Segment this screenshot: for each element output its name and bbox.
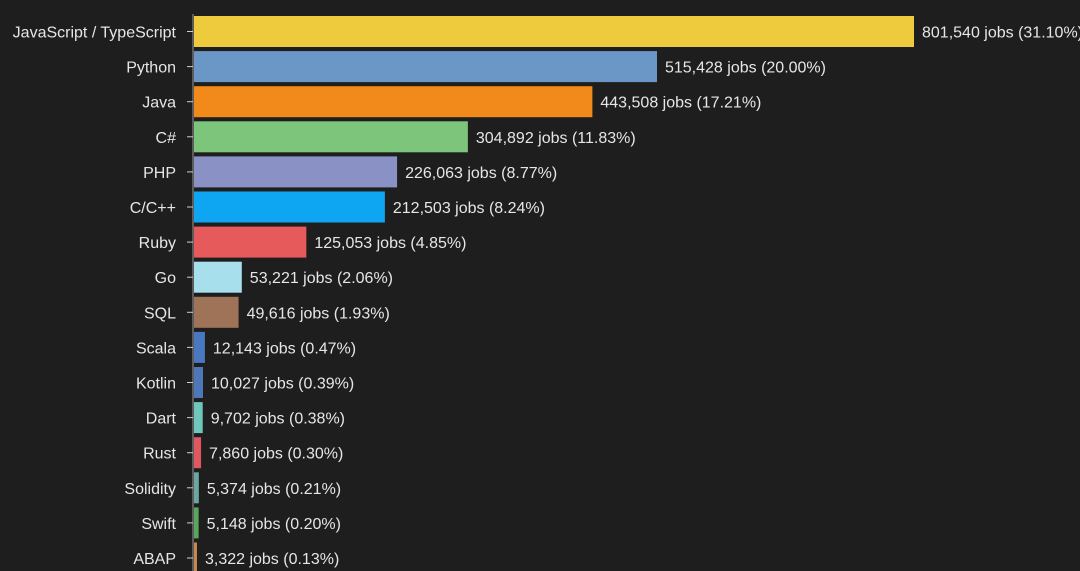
bars [194,16,914,571]
bar-swift [194,507,199,539]
y-tick-label-python: Python [126,60,176,77]
bar-php [194,156,398,188]
y-axis [187,14,194,571]
labels: JavaScript / TypeScript 801,540 jobs (31.… [13,25,1080,569]
data-label-python: 515,428 jobs (20.00%) [665,60,826,77]
data-label-c-cplusplus: 212,503 jobs (8.24%) [393,200,545,217]
bar-rust [194,437,202,469]
bar-csharp [194,121,468,153]
data-label-abap: 3,322 jobs (0.13%) [205,551,339,568]
data-label-csharp: 304,892 jobs (11.83%) [476,130,636,147]
data-label-kotlin: 10,027 jobs (0.39%) [211,376,354,393]
bar-c-cplusplus [194,191,385,223]
bar-python [194,51,657,83]
data-label-swift: 5,148 jobs (0.20%) [207,516,341,533]
y-tick-label-ruby: Ruby [139,235,176,252]
bar-dart [194,402,203,434]
data-label-solidity: 5,374 jobs (0.21%) [207,481,341,498]
data-label-dart: 9,702 jobs (0.38%) [211,411,345,428]
bar-solidity [194,472,199,504]
bar-scala [194,331,205,363]
y-tick-label-solidity: Solidity [124,481,176,498]
y-tick-label-kotlin: Kotlin [136,376,176,393]
y-tick-label-swift: Swift [141,516,176,533]
bar-javascript-typescript [194,16,914,47]
bar-go [194,261,242,293]
y-tick-label-rust: Rust [143,446,176,463]
y-tick-label-dart: Dart [146,411,177,428]
bar-ruby [194,226,307,258]
data-label-go: 53,221 jobs (2.06%) [250,270,393,287]
bar-kotlin [194,367,204,398]
data-label-javascript-typescript: 801,540 jobs (31.10%) [922,25,1080,42]
bar-abap [194,542,197,571]
data-label-ruby: 125,053 jobs (4.85%) [314,235,466,252]
data-label-php: 226,063 jobs (8.77%) [405,165,557,182]
bar-sql [194,296,239,328]
y-tick-label-sql: SQL [144,305,176,322]
data-label-sql: 49,616 jobs (1.93%) [247,305,390,322]
y-tick-label-java: Java [142,95,176,112]
y-tick-label-csharp: C# [156,130,177,147]
y-tick-label-go: Go [155,270,176,287]
data-label-scala: 12,143 jobs (0.47%) [213,340,356,357]
y-tick-label-php: PHP [143,165,176,182]
y-tick-label-scala: Scala [136,340,176,357]
y-tick-label-c-cplusplus: C/C++ [130,200,176,217]
data-label-java: 443,508 jobs (17.21%) [600,95,761,112]
data-label-rust: 7,860 jobs (0.30%) [209,446,343,463]
y-tick-label-javascript-typescript: JavaScript / TypeScript [13,25,177,42]
bar-java [194,86,593,118]
y-tick-label-abap: ABAP [133,551,176,568]
